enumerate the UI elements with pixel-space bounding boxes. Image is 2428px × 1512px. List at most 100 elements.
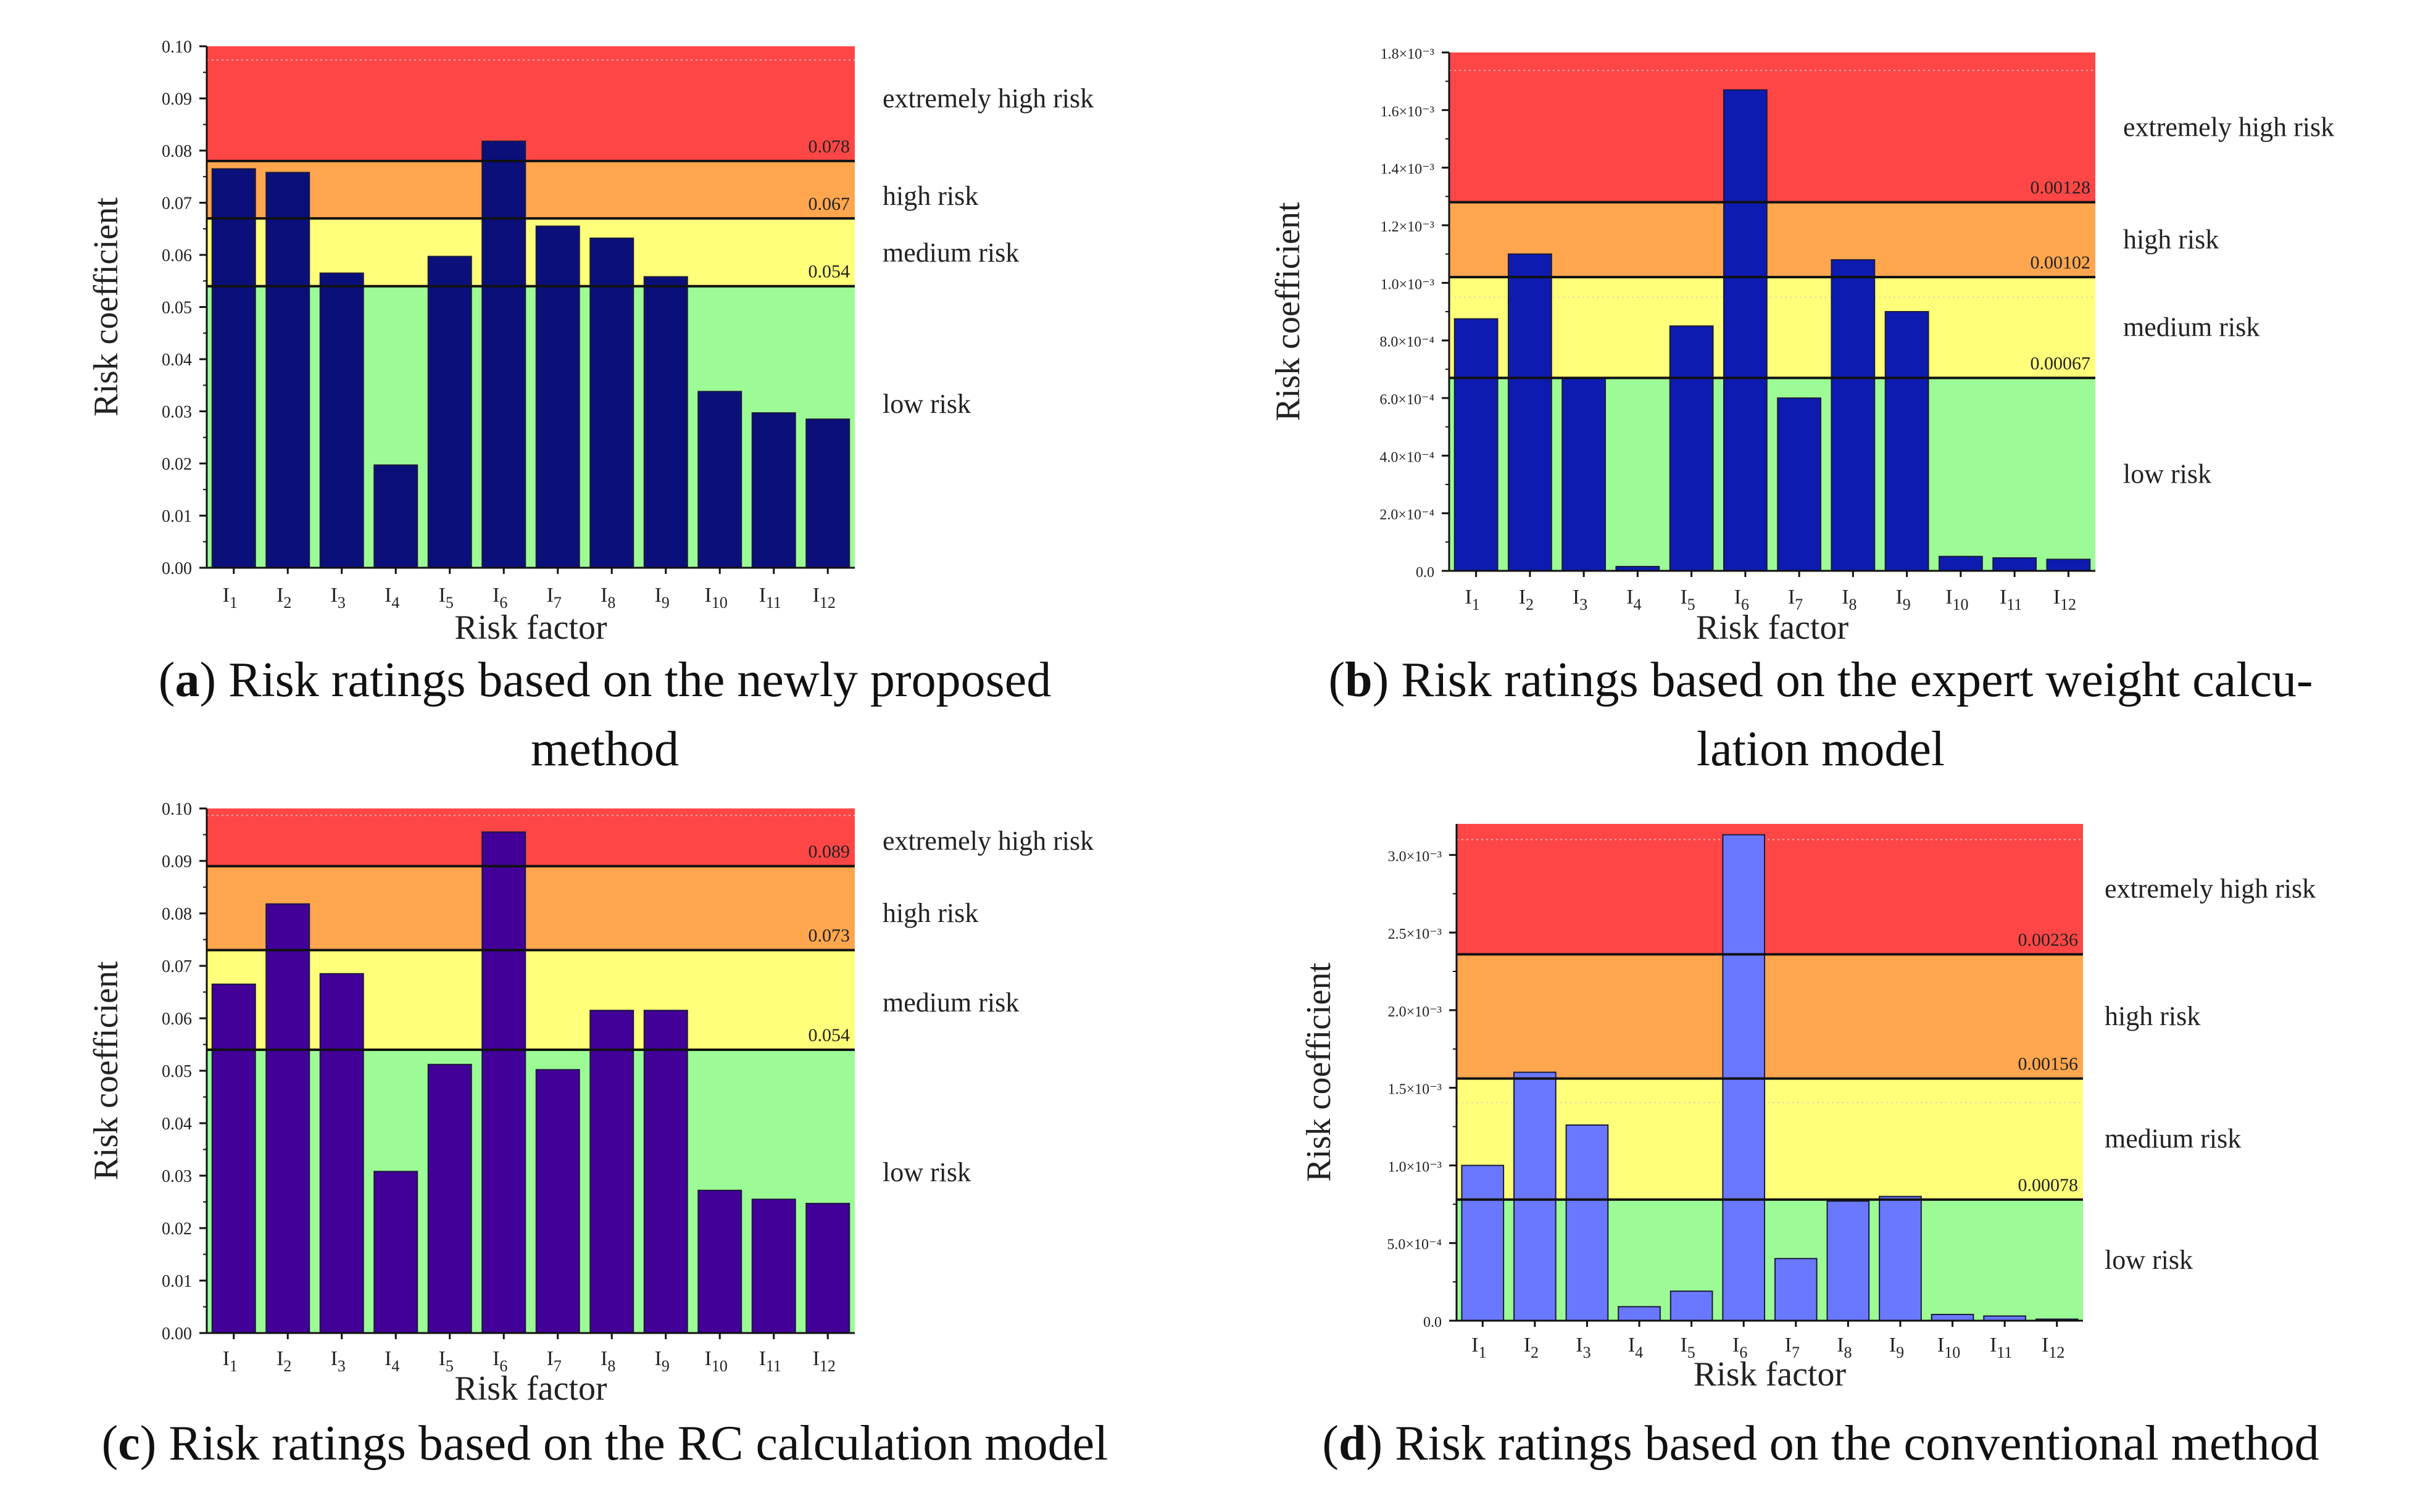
y-axis-title: Risk coefficient	[1300, 963, 1338, 1182]
x-tick-label: I8	[601, 1347, 615, 1375]
y-tick-label: 1.5×10⁻³	[1388, 1082, 1442, 1098]
zone-extreme	[207, 46, 855, 161]
bar-I2	[1507, 253, 1552, 571]
bar-I3	[1565, 1124, 1609, 1321]
y-tick-label: 0.01	[162, 507, 192, 526]
y-tick-label: 8.0×10⁻⁴	[1379, 334, 1434, 351]
threshold-label: 0.054	[809, 262, 850, 282]
y-tick-label: 1.2×10⁻³	[1381, 219, 1434, 235]
y-tick-label: 2.5×10⁻³	[1388, 926, 1442, 942]
x-tick-label: I10	[1945, 586, 1968, 613]
y-tick-label: 0.09	[162, 90, 192, 109]
y-tick-label: 0.06	[162, 1010, 192, 1029]
zone-label-extreme: extremely high risk	[2123, 112, 2334, 142]
y-tick-label: 1.8×10⁻³	[1381, 46, 1434, 62]
y-tick-label: 3.0×10⁻³	[1388, 849, 1442, 865]
y-tick-label: 0.05	[162, 299, 192, 318]
zone-high	[207, 866, 855, 950]
x-tick-label: I4	[385, 1347, 399, 1375]
threshold-label: 0.00067	[2031, 353, 2091, 373]
chart-panel-c: 0.054 0.073 0.089 0.00 0.01 0.02 0.03 0.04 0.05 0…	[87, 800, 1108, 1471]
x-tick-label: I7	[547, 584, 562, 612]
bar-I10	[697, 391, 742, 568]
x-tick-label: I5	[439, 1347, 454, 1375]
bar-I11	[751, 412, 796, 568]
y-tick-label: 0.08	[162, 142, 192, 161]
bar-I11	[751, 1198, 796, 1334]
x-tick-label: I5	[1680, 586, 1695, 613]
x-tick-label: I6	[1734, 586, 1749, 613]
x-tick-label: I3	[1573, 586, 1587, 613]
bar-I2	[265, 172, 310, 568]
bar-I2	[1513, 1071, 1557, 1321]
bar-I12	[805, 1203, 850, 1334]
x-tick-label: I12	[2053, 586, 2076, 613]
bar-I9	[1879, 1195, 1922, 1321]
figure-caption-d: (d) Risk ratings based on the convention…	[1322, 1416, 2319, 1471]
x-tick-label: I10	[1937, 1334, 1960, 1361]
x-tick-label: I5	[1680, 1334, 1695, 1361]
bar-I1	[1461, 1165, 1505, 1321]
y-tick-label: 1.0×10⁻³	[1381, 276, 1434, 293]
zone-label-medium: medium risk	[883, 987, 1019, 1018]
x-tick-label: I11	[1990, 1334, 2012, 1361]
chart-panel-d: 0.00078 0.00156 0.00236 0.0 5.0×10⁻⁴ 1.0×10⁻³…	[1300, 824, 2319, 1471]
x-tick-label: I6	[493, 584, 507, 612]
zone-low	[207, 286, 855, 568]
bar-I8	[1831, 259, 1876, 571]
x-tick-label: I1	[223, 1347, 238, 1375]
y-tick-label: 0.10	[162, 38, 192, 57]
bar-I7	[1774, 1258, 1818, 1321]
zone-medium	[1457, 1078, 2083, 1200]
x-tick-label: I1	[1471, 1334, 1486, 1361]
x-tick-label: I3	[331, 1347, 346, 1375]
zone-label-high: high risk	[883, 898, 978, 928]
x-tick-label: I3	[1576, 1334, 1590, 1361]
x-tick-label: I8	[1842, 586, 1856, 613]
zone-label-medium: medium risk	[883, 238, 1019, 268]
zone-extreme	[207, 808, 855, 866]
bar-I8	[1826, 1200, 1870, 1321]
threshold-label: 0.067	[809, 194, 850, 214]
y-tick-label: 0.06	[162, 246, 192, 265]
threshold-label: 0.00128	[2031, 178, 2091, 198]
x-tick-label: I9	[1889, 1334, 1904, 1361]
x-tick-label: I8	[1837, 1334, 1852, 1361]
zone-medium	[1449, 277, 2095, 378]
y-tick-label: 5.0×10⁻⁴	[1387, 1237, 1442, 1253]
y-tick-label: 1.6×10⁻³	[1381, 104, 1434, 120]
bar-I4	[373, 464, 418, 568]
y-tick-label: 1.0×10⁻³	[1388, 1159, 1442, 1175]
bar-I9	[643, 276, 688, 568]
bar-I3	[319, 973, 364, 1334]
zone-label-high: high risk	[2123, 224, 2219, 254]
bar-I5	[427, 1063, 472, 1334]
y-tick-label: 0.03	[162, 403, 192, 422]
x-tick-label: I12	[813, 584, 836, 612]
x-tick-label: I12	[813, 1347, 836, 1375]
figure-caption-b-line2: lation model	[1697, 722, 1945, 776]
y-tick-label: 0.07	[162, 957, 192, 976]
x-tick-label: I12	[2042, 1334, 2064, 1361]
bar-I1	[211, 168, 256, 568]
x-tick-label: I7	[547, 1347, 562, 1375]
x-tick-label: I2	[276, 584, 291, 612]
bar-I3	[319, 272, 364, 568]
x-axis-title: Risk factor	[454, 609, 607, 647]
zone-extreme	[1457, 824, 2083, 955]
y-tick-label: 0.04	[162, 351, 192, 370]
x-tick-label: I4	[385, 584, 399, 612]
y-tick-label: 0.01	[162, 1272, 192, 1291]
figure-caption-a: (a) Risk ratings based on the newly prop…	[159, 653, 1051, 707]
bar-I9	[1884, 311, 1929, 571]
zone-label-high: high risk	[883, 181, 978, 211]
zone-high	[1449, 202, 2095, 277]
chart-panel-a: 0.054 0.067 0.078 0.00 0.01 0.02 0.03 0.04 0.05 0…	[87, 38, 1094, 776]
bar-I1	[1453, 318, 1499, 572]
bar-I5	[427, 255, 472, 568]
figure-caption-b: (b) Risk ratings based on the expert wei…	[1328, 653, 2313, 707]
x-tick-label: I10	[705, 584, 728, 612]
bar-I10	[697, 1189, 742, 1334]
x-tick-label: I4	[1628, 1334, 1643, 1361]
threshold-label: 0.078	[809, 136, 850, 157]
